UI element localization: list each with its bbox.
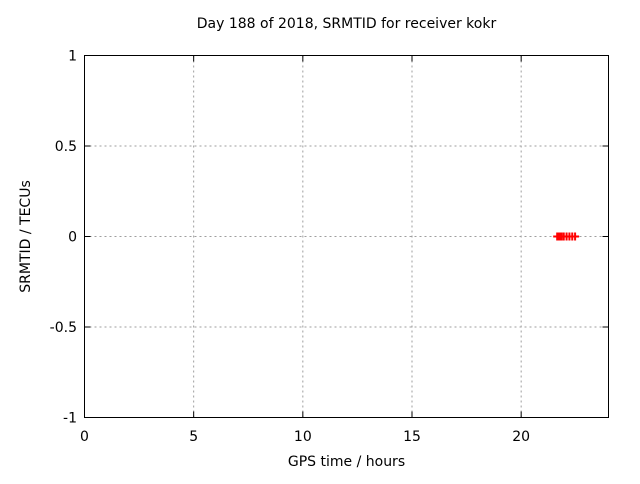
y-tick-label: 1 [68, 49, 77, 65]
y-axis-label: SRMTID / TECUs [18, 180, 34, 293]
x-tick-label: 0 [80, 429, 89, 445]
chart-title: Day 188 of 2018, SRMTID for receiver kok… [197, 16, 497, 32]
y-tick-label: 0 [68, 230, 77, 246]
x-tick-label: 5 [189, 429, 198, 445]
data-series-markers [553, 232, 580, 241]
x-tick-label: 20 [512, 429, 530, 445]
y-tick-label: -0.5 [50, 320, 77, 336]
y-tick-label: 0.5 [55, 139, 77, 155]
x-tick-label: 15 [403, 429, 421, 445]
x-axis-label: GPS time / hours [288, 454, 405, 470]
gridlines [84, 55, 609, 418]
y-tick-label: -1 [63, 411, 77, 427]
y-tick-labels: 1 0.5 0 -0.5 -1 [50, 49, 77, 427]
x-tick-label: 10 [294, 429, 312, 445]
x-tick-labels: 0 5 10 15 20 [80, 429, 530, 445]
axis-ticks [84, 55, 609, 418]
